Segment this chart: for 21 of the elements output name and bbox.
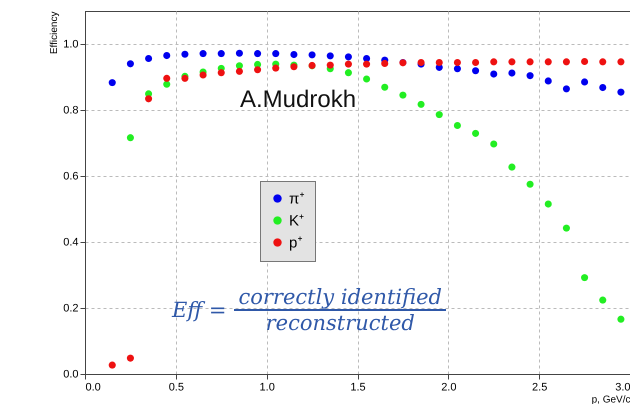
y-tick-label: 0.2 [63,302,78,314]
y-tick-label: 0.6 [63,170,78,182]
annotation: reconstructed [266,311,415,335]
x-tick-label: 2.5 [532,382,548,394]
annotation: A.Mudrokh [240,86,356,114]
x-tick-label: 3.0 [615,382,630,394]
annotation: correctly identified [234,285,446,311]
y-tick-label: 1.0 [63,38,78,50]
legend-label: p⁺ [289,234,302,252]
annotation: Eff = [172,298,226,322]
y-tick-label: 0.4 [63,236,78,248]
y-tick-label: 0.0 [63,368,78,380]
x-tick-label: 2.0 [441,382,456,394]
x-tick-label: 0.0 [86,382,101,394]
y-axis-title: Efficiency [49,12,60,54]
x-tick-label: 1.5 [350,382,366,394]
legend-label: K⁺ [289,212,304,230]
y-tick-label: 0.8 [63,104,78,116]
x-tick-label: 0.5 [168,382,184,394]
legend-label: π⁺ [289,190,304,208]
x-tick-label: 1.0 [260,382,275,394]
